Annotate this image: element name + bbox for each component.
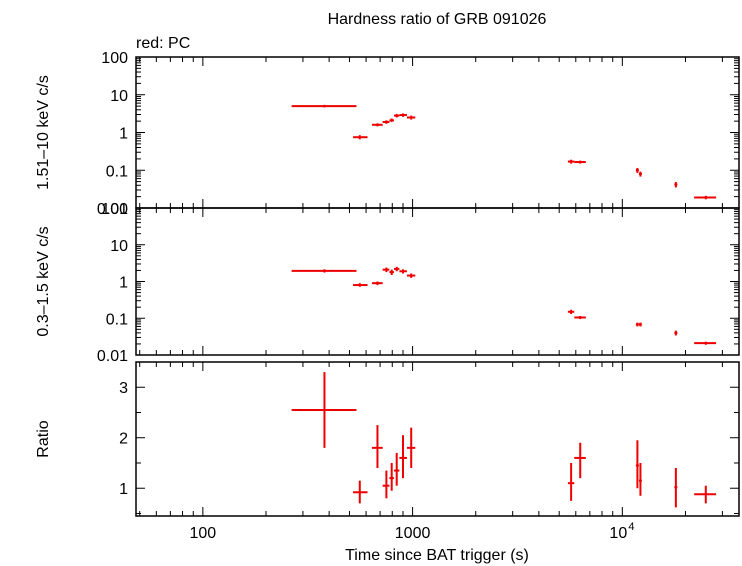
x-axis-label: Time since BAT trigger (s) bbox=[345, 547, 529, 564]
y-axis-label: Ratio bbox=[35, 420, 52, 457]
x-tick-label: 10 bbox=[609, 525, 627, 542]
y-axis-label: 0.3–1.5 keV c/s bbox=[35, 226, 52, 336]
panel-3: 1 2 3 Ratio bbox=[35, 361, 740, 517]
y-tick-label: 0.1 bbox=[106, 311, 128, 328]
y-tick-label: 3 bbox=[119, 380, 128, 397]
panel-frame bbox=[135, 207, 740, 356]
data-point bbox=[694, 341, 717, 345]
data-point bbox=[694, 195, 717, 200]
data-point bbox=[574, 442, 586, 479]
y-tick-label: 0.01 bbox=[97, 348, 128, 365]
data-point bbox=[567, 159, 575, 164]
y-tick-label: 1 bbox=[119, 126, 128, 143]
data-point bbox=[371, 425, 383, 469]
data-point bbox=[638, 462, 642, 496]
data-point bbox=[694, 485, 717, 504]
data-point bbox=[393, 266, 400, 272]
data-point bbox=[399, 435, 407, 479]
data-point bbox=[399, 113, 407, 117]
y-tick-label: 100 bbox=[101, 50, 128, 67]
chart-title: Hardness ratio of GRB 091026 bbox=[328, 11, 547, 28]
x-tick-label: 100 bbox=[190, 525, 217, 542]
y-tick-label: 10 bbox=[110, 238, 128, 255]
panel-frame bbox=[135, 361, 740, 517]
data-point bbox=[382, 120, 390, 124]
data-point bbox=[353, 480, 368, 504]
data-point bbox=[406, 427, 416, 469]
data-point bbox=[635, 167, 639, 173]
y-tick-label: 2 bbox=[119, 431, 128, 448]
data-point bbox=[406, 115, 416, 120]
data-point bbox=[389, 118, 394, 122]
y-axis-label: 1.51–10 keV c/s bbox=[35, 75, 52, 190]
data-point bbox=[674, 468, 678, 508]
data-point bbox=[291, 269, 357, 273]
x-tick-label: 1000 bbox=[395, 525, 431, 542]
y-tick-label: 10 bbox=[110, 88, 128, 105]
x-tick-labels: 100 1000 10 4 bbox=[190, 521, 635, 542]
data-point bbox=[635, 322, 639, 327]
panel-1: 0.01 0.1 1 10 100 1.51–10 keV c/s bbox=[35, 50, 740, 218]
data-point bbox=[399, 269, 407, 274]
data-point bbox=[382, 267, 390, 273]
data-point bbox=[638, 322, 642, 327]
data-point bbox=[567, 309, 575, 315]
data-point bbox=[638, 171, 642, 177]
data-point bbox=[353, 283, 368, 287]
data-point bbox=[371, 123, 383, 127]
data-point bbox=[406, 273, 416, 278]
data-point bbox=[393, 452, 400, 486]
data-point bbox=[674, 330, 678, 336]
y-tick-label: 100 bbox=[101, 201, 128, 218]
y-tick-label: 1 bbox=[119, 275, 128, 292]
y-tick-label: 0.1 bbox=[106, 163, 128, 180]
data-point bbox=[567, 462, 575, 501]
data-point bbox=[389, 462, 394, 491]
panel-frame bbox=[135, 56, 740, 209]
y-tick-label: 1 bbox=[119, 481, 128, 498]
data-point bbox=[674, 181, 678, 188]
x-tick-label-exponent: 4 bbox=[628, 521, 634, 533]
data-point bbox=[291, 372, 357, 448]
legend-text: red: PC bbox=[136, 35, 190, 52]
data-point bbox=[371, 281, 383, 286]
panel-2: 0.01 0.1 1 10 100 0.3–1.5 keV c/s bbox=[35, 201, 740, 365]
data-point bbox=[574, 160, 586, 164]
y-tick-label: 0.01 bbox=[97, 201, 128, 218]
data-point bbox=[291, 104, 357, 108]
data-point bbox=[635, 440, 639, 489]
data-point bbox=[382, 470, 390, 499]
data-point bbox=[574, 316, 586, 320]
data-point bbox=[393, 113, 400, 118]
data-point bbox=[353, 135, 368, 140]
data-point bbox=[389, 269, 394, 276]
